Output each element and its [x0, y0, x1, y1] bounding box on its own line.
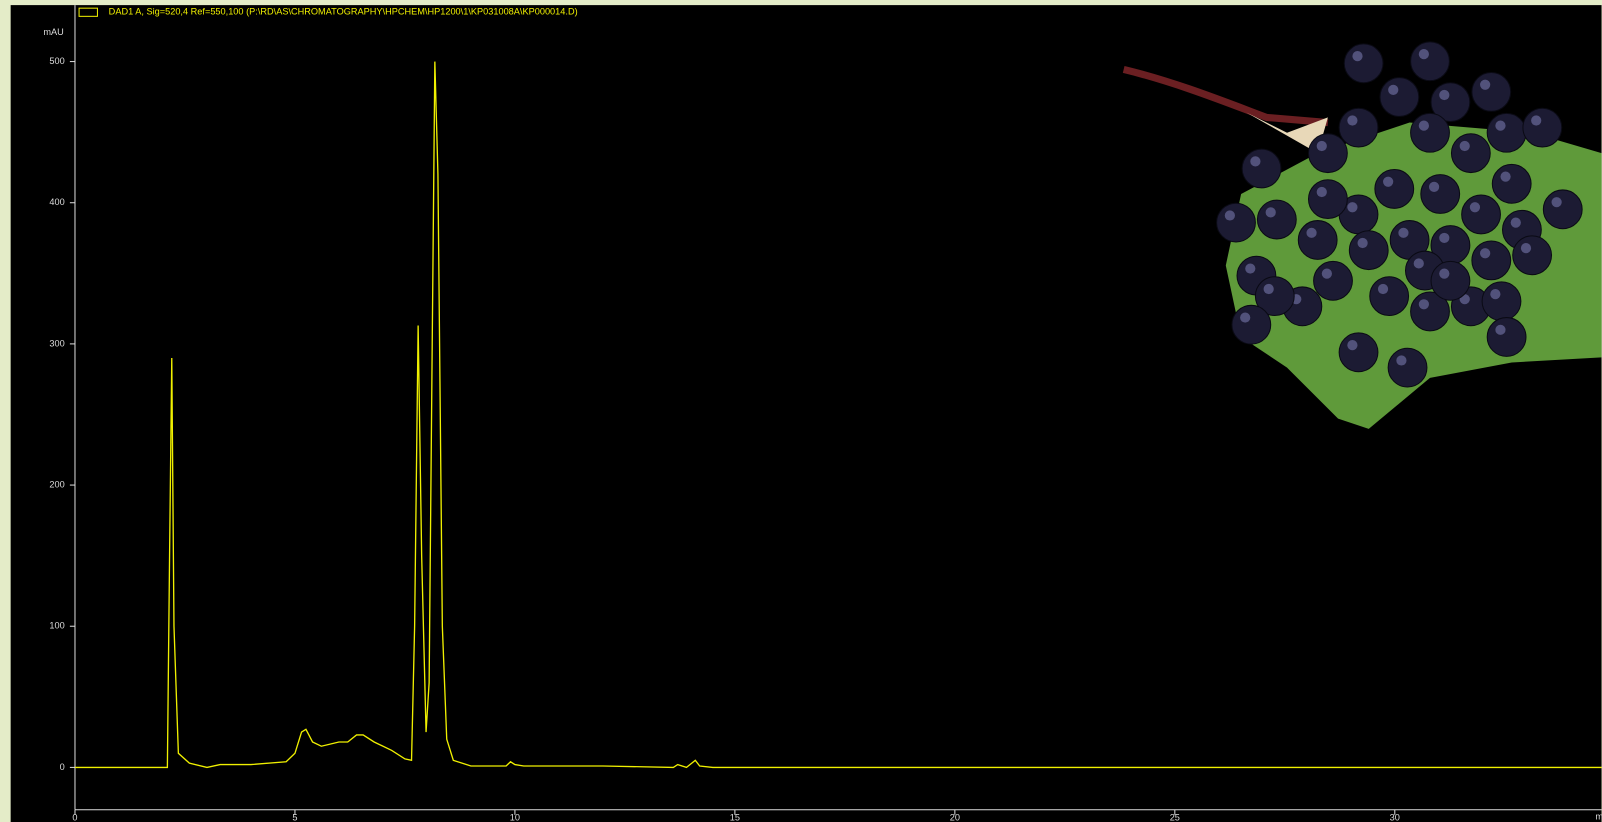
berry-highlight	[1306, 228, 1316, 238]
berry	[1523, 108, 1562, 147]
y-tick-label: 200	[49, 479, 64, 489]
berry	[1314, 261, 1353, 300]
berry	[1375, 170, 1414, 209]
berry-highlight	[1531, 115, 1541, 125]
berry-highlight	[1495, 120, 1505, 130]
berry	[1370, 277, 1409, 316]
y-tick-label: 400	[49, 197, 64, 207]
berry-highlight	[1511, 217, 1521, 227]
legend-text: DAD1 A, Sig=520,4 Ref=550,100 (P:\RD\AS\…	[109, 7, 578, 17]
berry-highlight	[1439, 233, 1449, 243]
berry-highlight	[1396, 355, 1406, 365]
berry-highlight	[1429, 182, 1439, 192]
berry	[1492, 164, 1531, 203]
berry	[1487, 113, 1526, 152]
berry	[1242, 149, 1281, 188]
berry	[1472, 72, 1511, 111]
berry-highlight	[1490, 289, 1500, 299]
berry	[1349, 231, 1388, 270]
x-tick-label: 30	[1390, 812, 1400, 822]
berry-highlight	[1470, 202, 1480, 212]
x-tick-label: 25	[1170, 812, 1180, 822]
berry	[1513, 236, 1552, 275]
berry-highlight	[1383, 177, 1393, 187]
berry	[1308, 134, 1347, 173]
berry-highlight	[1439, 269, 1449, 279]
berry-highlight	[1419, 299, 1429, 309]
berry	[1451, 134, 1490, 173]
berry-highlight	[1388, 85, 1398, 95]
berry-highlight	[1419, 49, 1429, 59]
berry	[1344, 44, 1383, 83]
berry-highlight	[1264, 284, 1274, 294]
x-tick-label: 20	[950, 812, 960, 822]
berry-highlight	[1439, 90, 1449, 100]
berry	[1257, 200, 1296, 239]
berry-highlight	[1495, 325, 1505, 335]
berry-highlight	[1521, 243, 1531, 253]
berry-highlight	[1480, 248, 1490, 258]
berry	[1380, 78, 1419, 117]
berry-highlight	[1347, 202, 1357, 212]
x-tick-label: 15	[730, 812, 740, 822]
chart: mAU m DAD1 A, Sig=520,4 Ref=550,100 (P:\…	[0, 0, 1602, 822]
berry-highlight	[1240, 312, 1250, 322]
berry	[1308, 180, 1347, 219]
berry-highlight	[1266, 207, 1276, 217]
berry	[1339, 108, 1378, 147]
x-tick-label: 5	[292, 812, 297, 822]
berry-highlight	[1347, 340, 1357, 350]
berry-highlight	[1250, 156, 1260, 166]
y-tick-label: 0	[60, 762, 65, 772]
berry	[1388, 348, 1427, 387]
berry	[1421, 175, 1460, 214]
berry-highlight	[1552, 197, 1562, 207]
x-axis-label: m	[1595, 811, 1602, 821]
berry-highlight	[1317, 187, 1327, 197]
berry-highlight	[1419, 120, 1429, 130]
berry	[1217, 203, 1256, 242]
page: {"chart_data": { "type": "line", "ylabel…	[0, 0, 1602, 822]
berry-highlight	[1358, 238, 1368, 248]
berry-highlight	[1347, 115, 1357, 125]
y-axis-label: mAU	[43, 27, 63, 37]
berry	[1543, 190, 1582, 229]
berry-highlight	[1378, 284, 1388, 294]
berry-highlight	[1414, 258, 1424, 268]
berry-highlight	[1480, 80, 1490, 90]
berry-highlight	[1352, 51, 1362, 61]
berry	[1411, 113, 1450, 152]
berry-highlight	[1322, 269, 1332, 279]
berry-highlight	[1500, 172, 1510, 182]
berry	[1339, 333, 1378, 372]
berry	[1298, 221, 1337, 260]
berry	[1472, 241, 1511, 280]
berry-highlight	[1225, 210, 1235, 220]
berry	[1487, 318, 1526, 357]
y-tick-label: 100	[49, 621, 64, 631]
y-tick-label: 500	[49, 56, 64, 66]
berry-highlight	[1245, 263, 1255, 273]
berry	[1411, 42, 1450, 81]
berry	[1462, 195, 1501, 234]
berry	[1232, 305, 1271, 344]
berry-highlight	[1317, 141, 1327, 151]
berry-highlight	[1398, 228, 1408, 238]
berry	[1431, 261, 1470, 300]
x-tick-label: 10	[510, 812, 520, 822]
berry-highlight	[1460, 141, 1470, 151]
x-tick-label: 0	[72, 812, 77, 822]
berry	[1482, 282, 1521, 321]
y-tick-label: 300	[49, 338, 64, 348]
